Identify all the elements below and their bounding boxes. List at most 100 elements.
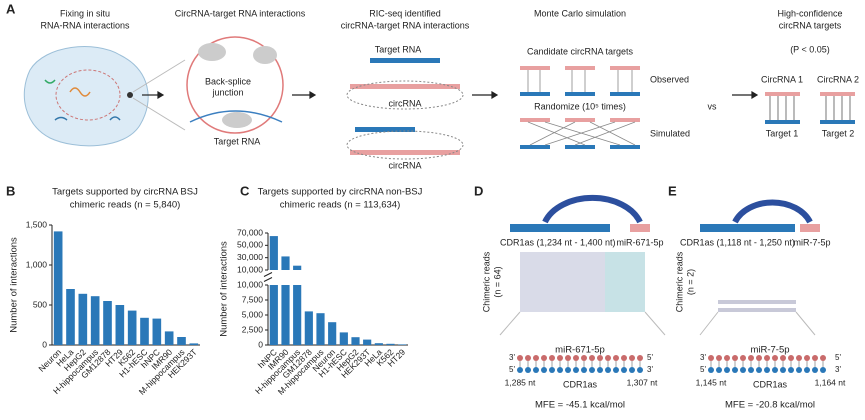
reads-label: Chimeric reads [674,251,684,312]
nucleotide [812,367,818,373]
bar [398,344,407,345]
nucleotide [613,355,619,361]
label: circRNA [389,160,422,170]
chart-title: chimeric reads (n = 113,634) [280,200,400,211]
monte-carlo-illustration [520,66,855,149]
label: circRNA targets [779,20,842,30]
nucleotide [541,367,547,373]
nucleotide [772,367,778,373]
label: Fixing in situ [60,8,110,18]
label: 3' [647,365,653,374]
label: 1,145 nt [696,377,727,387]
nucleotide [597,367,603,373]
panel-label: E [668,183,677,198]
bar [53,231,63,345]
reads-label: (n = 2) [685,269,695,295]
y-tick-label: 1,000 [26,259,48,269]
nucleotide [533,367,539,373]
label: Monte Carlo simulation [534,8,626,18]
ricseq-illustration [346,58,464,160]
chart-title: Targets supported by circRNA non-BSJ [258,187,423,198]
label: 1,164 nt [815,377,846,387]
junction-arcs [542,194,813,224]
nucleotide [740,355,746,361]
bar [269,285,278,345]
label: vs [708,101,718,111]
bar [90,296,100,345]
nucleotide [573,367,579,373]
label: MFE = -45.1 kcal/mol [535,400,625,411]
nucleotide [788,355,794,361]
nucleotide [780,355,786,361]
axis-break [263,272,273,282]
label: CDR1as [563,379,598,389]
nucleotide [597,355,603,361]
nucleotide [820,367,826,373]
nucleotide [756,355,762,361]
y-tick-label: 0 [258,339,263,349]
nucleotide [796,355,802,361]
nucleotide [629,355,635,361]
bar [189,343,199,345]
y-axis-label: Number of interactions [9,237,20,333]
nucleotide [525,367,531,373]
label: RNA-RNA interactions [40,20,130,30]
nucleotide [565,367,571,373]
bar [140,317,149,345]
bar [304,311,313,345]
nucleotide [589,367,595,373]
label: CDR1as [753,379,788,389]
nucleotide [740,367,746,373]
label: CDR1as (1,234 nt - 1,400 nt) [500,237,616,247]
bar [78,293,88,345]
cell-illustration [23,46,186,147]
label: Target 2 [822,128,855,138]
label: CircRNA 2 [817,74,859,84]
label: Simulated [650,128,690,138]
y-tick-label: 500 [33,299,47,309]
bar [127,310,137,345]
label: High-confidence [777,8,842,18]
chart-title: chimeric reads (n = 5,840) [70,200,181,211]
nucleotide [637,355,643,361]
nucleotide [708,367,714,373]
nucleotide [517,355,523,361]
bar [103,301,112,345]
nucleotide [716,367,722,373]
label: CircRNA 1 [761,74,803,84]
bar [363,339,372,345]
y-axis-label: Number of interactions [219,241,230,337]
nucleotide [637,367,643,373]
bar [281,285,290,345]
nucleotide [581,355,587,361]
nucleotide [748,355,754,361]
reads-label: Chimeric reads [481,251,491,312]
chart-title: Targets supported by circRNA BSJ [52,187,198,198]
label: miR-7-5p [750,345,789,356]
nucleotide [589,355,595,361]
y-tick-label: 5,000 [242,309,264,319]
label: 1,285 nt [505,377,536,387]
nucleotide [613,367,619,373]
label: junction [211,87,243,97]
label: 3' [835,365,841,374]
nucleotide [517,367,523,373]
nucleotide [780,367,786,373]
nucleotide [525,355,531,361]
bar [339,332,348,345]
y-tick-label: 50,000 [237,240,263,250]
nucleotide [796,367,802,373]
nucleotide [764,355,770,361]
nucleotide [557,367,563,373]
nucleotide [565,355,571,361]
transcript-bars [499,224,820,336]
bar [281,256,290,270]
bar [351,337,360,345]
panel-label: C [240,183,250,198]
y-tick-label: 70,000 [237,227,263,237]
y-tick-label: 30,000 [237,252,263,262]
nucleotide [804,355,810,361]
label: Observed [650,74,689,84]
y-tick-label: 7,500 [242,294,264,304]
